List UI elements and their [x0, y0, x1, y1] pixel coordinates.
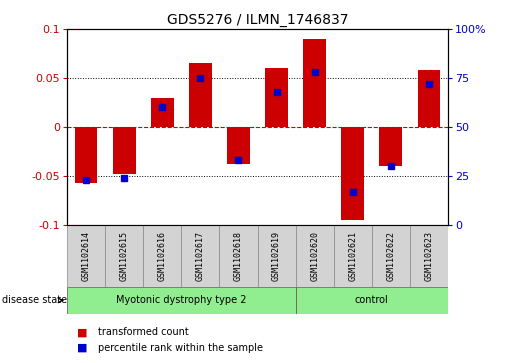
- Bar: [372, 225, 410, 287]
- Text: GSM1102623: GSM1102623: [424, 231, 434, 281]
- Bar: [219, 225, 258, 287]
- Bar: [227, 127, 250, 164]
- Text: GSM1102616: GSM1102616: [158, 231, 167, 281]
- Text: disease state: disease state: [2, 295, 67, 305]
- Bar: [75, 127, 97, 183]
- Text: GSM1102619: GSM1102619: [272, 231, 281, 281]
- Bar: [265, 68, 288, 127]
- Text: Myotonic dystrophy type 2: Myotonic dystrophy type 2: [116, 295, 247, 305]
- Text: ■: ■: [77, 343, 88, 353]
- Bar: [410, 225, 448, 287]
- Text: GSM1102617: GSM1102617: [196, 231, 205, 281]
- Text: control: control: [355, 295, 389, 305]
- Bar: [181, 225, 219, 287]
- Bar: [143, 225, 181, 287]
- Bar: [418, 70, 440, 127]
- Text: GSM1102622: GSM1102622: [386, 231, 396, 281]
- Bar: [380, 127, 402, 166]
- Title: GDS5276 / ILMN_1746837: GDS5276 / ILMN_1746837: [167, 13, 348, 26]
- Bar: [296, 287, 448, 314]
- Text: transformed count: transformed count: [98, 327, 188, 337]
- Bar: [189, 63, 212, 127]
- Bar: [105, 225, 143, 287]
- Bar: [67, 225, 105, 287]
- Bar: [258, 225, 296, 287]
- Text: GSM1102620: GSM1102620: [310, 231, 319, 281]
- Text: GSM1102615: GSM1102615: [119, 231, 129, 281]
- Text: GSM1102621: GSM1102621: [348, 231, 357, 281]
- Bar: [334, 225, 372, 287]
- Bar: [303, 39, 326, 127]
- Bar: [113, 127, 135, 174]
- Bar: [151, 98, 174, 127]
- Bar: [341, 127, 364, 220]
- Bar: [296, 225, 334, 287]
- Bar: [67, 287, 296, 314]
- Text: GSM1102618: GSM1102618: [234, 231, 243, 281]
- Text: percentile rank within the sample: percentile rank within the sample: [98, 343, 263, 353]
- Text: ■: ■: [77, 327, 88, 337]
- Text: GSM1102614: GSM1102614: [81, 231, 91, 281]
